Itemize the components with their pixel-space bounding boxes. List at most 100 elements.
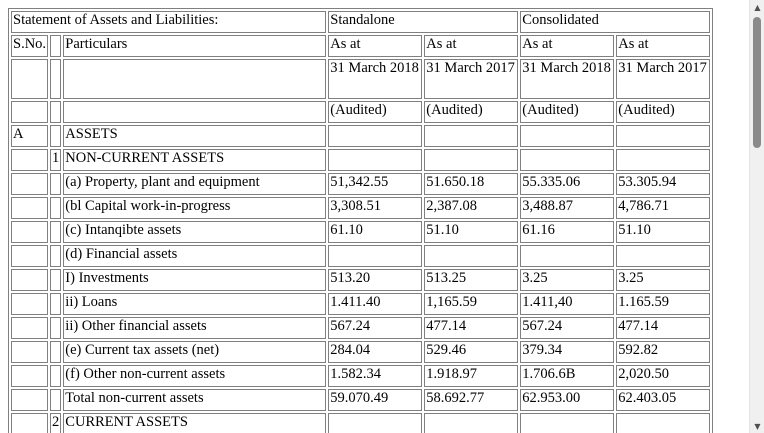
value-cell: 4,786.71: [616, 197, 711, 219]
particulars-cell: (c) Intanqibte assets: [63, 221, 327, 243]
value-cell: 1.582.34: [328, 365, 423, 387]
value-cell: 284.04: [328, 341, 423, 363]
value-cell: 2,020.50: [616, 365, 711, 387]
value-cell: 1,165.59: [424, 293, 519, 315]
value-cell: [616, 413, 711, 433]
value-cell: 1.165.59: [616, 293, 711, 315]
table-row: 2 CURRENT ASSETS: [11, 413, 711, 433]
sno-cell: [11, 413, 49, 433]
index-cell: 2: [50, 413, 62, 433]
value-cell: 3,308.51: [328, 197, 423, 219]
index-cell: [50, 173, 62, 195]
consolidated-header: Consolidated: [520, 11, 711, 33]
index-cell: [50, 341, 62, 363]
table-row: (f) Other non-current assets 1.582.34 1.91…: [11, 365, 711, 387]
audited-header: (Audited): [328, 101, 423, 123]
assets-liabilities-table: Statement of Assets and Liabilities: Sta…: [8, 8, 714, 433]
index-cell: [50, 293, 62, 315]
value-cell: 513.25: [424, 269, 519, 291]
value-cell: [328, 125, 423, 147]
vertical-scrollbar[interactable]: ▲ ▼: [749, 0, 764, 433]
index-cell: [50, 221, 62, 243]
particulars-cell: (e) Current tax assets (net): [63, 341, 327, 363]
value-cell: 58.692.77: [424, 389, 519, 411]
value-cell: 2,387.08: [424, 197, 519, 219]
sno-cell: [11, 317, 49, 339]
as-at-header: As at: [424, 35, 519, 57]
value-cell: [520, 245, 615, 267]
empty-cell: [50, 59, 62, 99]
table-row: A ASSETS: [11, 125, 711, 147]
value-cell: [520, 125, 615, 147]
table-row: (c) Intanqibte assets 61.10 51.10 61.16 51.1…: [11, 221, 711, 243]
empty-cell: [63, 101, 327, 123]
value-cell: 61.16: [520, 221, 615, 243]
empty-cell: [50, 101, 62, 123]
value-cell: [424, 245, 519, 267]
scroll-down-arrow-icon[interactable]: ▼: [754, 421, 761, 431]
date-header: 31 March 2017: [616, 59, 711, 99]
value-cell: 3.25: [616, 269, 711, 291]
header-row-dates: 31 March 2018 31 March 2017 31 March 201…: [11, 59, 711, 99]
empty-cell: [11, 101, 49, 123]
value-cell: 567.24: [328, 317, 423, 339]
value-cell: 51,342.55: [328, 173, 423, 195]
value-cell: 55.335.06: [520, 173, 615, 195]
value-cell: 477.14: [616, 317, 711, 339]
sno-cell: [11, 293, 49, 315]
value-cell: 529.46: [424, 341, 519, 363]
sno-cell: [11, 173, 49, 195]
sno-cell: [11, 221, 49, 243]
empty-cell: [63, 59, 327, 99]
audited-header: (Audited): [520, 101, 615, 123]
value-cell: 1.411.40: [328, 293, 423, 315]
value-cell: 53.305.94: [616, 173, 711, 195]
particulars-cell: (a) Property, plant and equipment: [63, 173, 327, 195]
sno-cell: [11, 269, 49, 291]
value-cell: 3,488.87: [520, 197, 615, 219]
table-row: 1 NON-CURRENT ASSETS: [11, 149, 711, 171]
value-cell: [616, 245, 711, 267]
value-cell: 567.24: [520, 317, 615, 339]
scrollbar-thumb[interactable]: [753, 17, 761, 148]
particulars-cell: (f) Other non-current assets: [63, 365, 327, 387]
index-cell: [50, 365, 62, 387]
standalone-header: Standalone: [328, 11, 519, 33]
index-cell: [50, 389, 62, 411]
particulars-header: Particulars: [63, 35, 327, 57]
value-cell: [520, 413, 615, 433]
value-cell: [424, 149, 519, 171]
sno-cell: [11, 149, 49, 171]
particulars-cell: ii) Other financial assets: [63, 317, 327, 339]
empty-cell: [11, 59, 49, 99]
value-cell: 477.14: [424, 317, 519, 339]
sno-cell: [11, 197, 49, 219]
date-header: 31 March 2017: [424, 59, 519, 99]
table-row: ii) Loans 1.411.40 1,165.59 1.411,40 1.165.5…: [11, 293, 711, 315]
value-cell: 61.10: [328, 221, 423, 243]
as-at-header: As at: [520, 35, 615, 57]
table-row: ii) Other financial assets 567.24 477.14 56…: [11, 317, 711, 339]
sno-cell: [11, 365, 49, 387]
header-row-title: Statement of Assets and Liabilities: Sta…: [11, 11, 711, 33]
date-header: 31 March 2018: [328, 59, 423, 99]
value-cell: [424, 413, 519, 433]
particulars-cell: (d) Financial assets: [63, 245, 327, 267]
particulars-cell: (bl Capital work-in-progress: [63, 197, 327, 219]
as-at-header: As at: [616, 35, 711, 57]
value-cell: [328, 413, 423, 433]
particulars-cell: ii) Loans: [63, 293, 327, 315]
scroll-up-arrow-icon[interactable]: ▲: [754, 2, 761, 12]
header-row-columns: S.No. Particulars As at As at As at As a…: [11, 35, 711, 57]
statement-title: Statement of Assets and Liabilities:: [11, 11, 327, 33]
value-cell: [328, 245, 423, 267]
index-cell: [50, 125, 62, 147]
audited-header: (Audited): [424, 101, 519, 123]
sno-cell: [11, 389, 49, 411]
value-cell: 1.706.6B: [520, 365, 615, 387]
value-cell: 51.10: [424, 221, 519, 243]
audited-header: (Audited): [616, 101, 711, 123]
particulars-cell: I) Investments: [63, 269, 327, 291]
table-row: (e) Current tax assets (net) 284.04 529.46…: [11, 341, 711, 363]
value-cell: 62.403.05: [616, 389, 711, 411]
